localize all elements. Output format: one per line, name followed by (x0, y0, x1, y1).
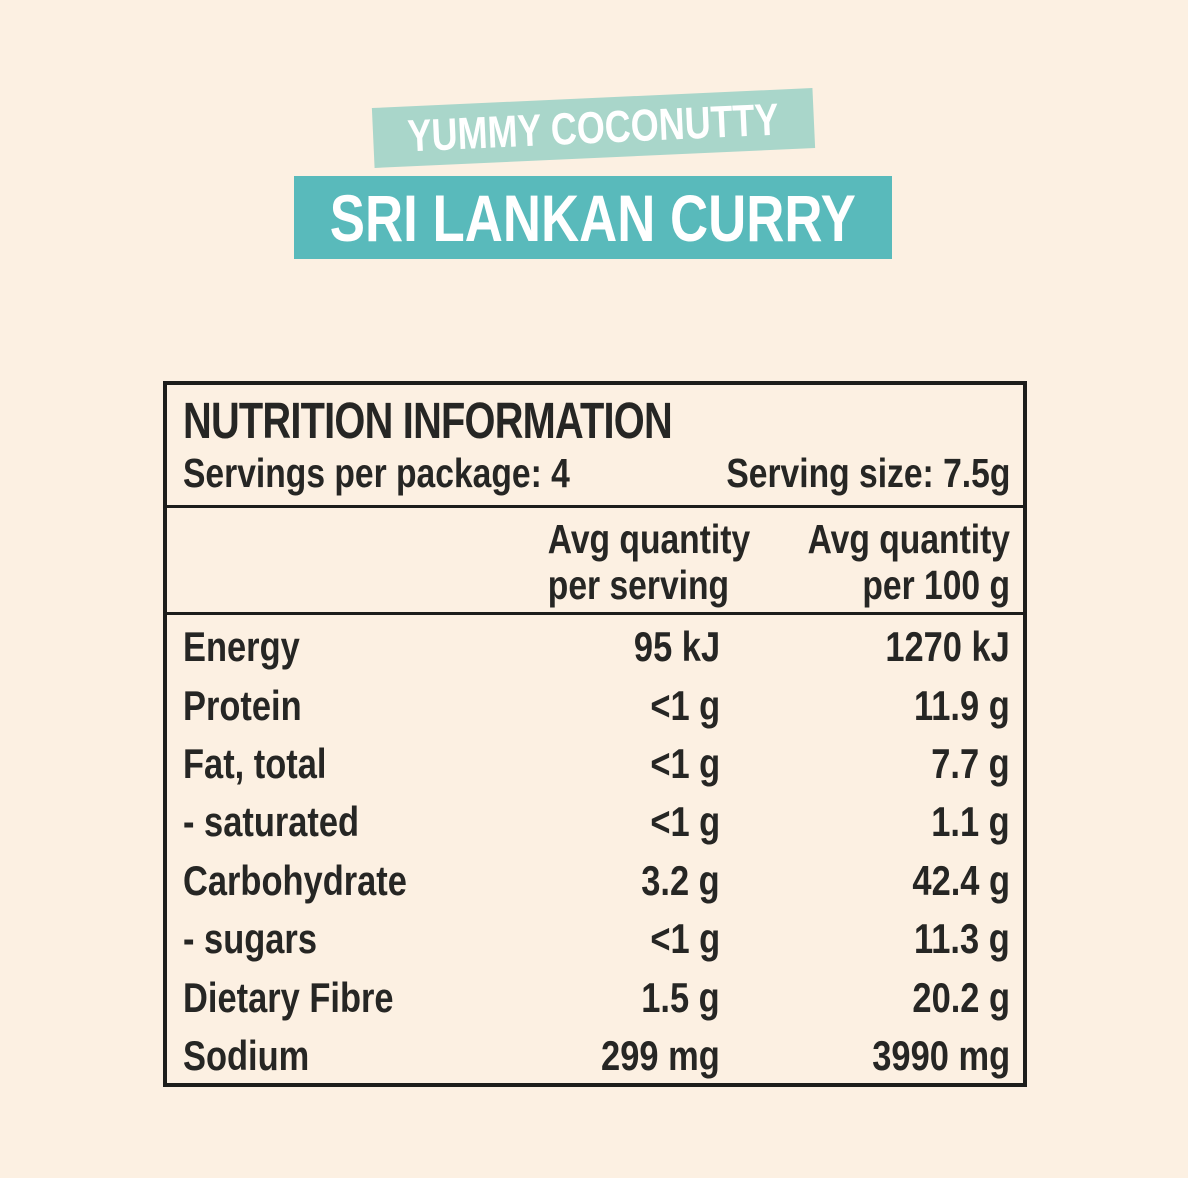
nutrient-label: Sodium (183, 1031, 310, 1079)
per-100g-value: 20.2 g (912, 973, 1010, 1021)
banner-yummy-coconutty: YUMMY COCONUTTY (371, 88, 816, 168)
col-header-per-100g: Avg quantity per 100 g (772, 516, 1010, 612)
per-serving-value: 299 mg (601, 1031, 720, 1079)
col-per-serving-line1: Avg quantity (547, 516, 751, 562)
table-row-protein: Protein <1 g 11.9 g (183, 676, 1010, 734)
table-row-dietary-fibre: Dietary Fibre 1.5 g 20.2 g (183, 968, 1010, 1026)
per-serving-value: <1 g (650, 915, 720, 963)
per-serving-value: <1 g (650, 798, 720, 846)
table-header-section: NUTRITION INFORMATION Servings per packa… (167, 385, 1023, 505)
table-row-fat-total: Fat, total <1 g 7.7 g (183, 735, 1010, 793)
table-row-saturated: - saturated <1 g 1.1 g (183, 793, 1010, 851)
divider-after-servings (167, 505, 1023, 508)
per-100g-value: 11.3 g (914, 915, 1010, 963)
banner-main-label: SRI LANKAN CURRY (329, 180, 857, 255)
nutrition-information-title: NUTRITION INFORMATION (183, 392, 673, 449)
per-serving-value: <1 g (650, 681, 720, 729)
col-per-100g-line2: per 100 g (862, 562, 1010, 608)
nutrient-label: Protein (183, 681, 302, 729)
nutrient-rows: Energy 95 kJ 1270 kJ Protein <1 g 11.9 g… (167, 615, 1023, 1085)
table-title-row: NUTRITION INFORMATION (183, 393, 1010, 449)
table-row-carbohydrate: Carbohydrate 3.2 g 42.4 g (183, 852, 1010, 910)
nutrient-label: Dietary Fibre (183, 973, 394, 1021)
per-100g-value: 7.7 g (931, 739, 1010, 787)
divider-after-column-headers (167, 612, 1023, 615)
banner-top-label: YUMMY COCONUTTY (406, 93, 781, 162)
nutrient-label: - saturated (183, 798, 360, 846)
nutrient-label: Energy (183, 623, 300, 671)
per-100g-value: 11.9 g (914, 681, 1010, 729)
per-serving-value: 1.5 g (641, 973, 720, 1021)
nutrient-label: - sugars (183, 915, 317, 963)
servings-per-package-text: Servings per package: 4 (183, 450, 570, 496)
per-serving-value: <1 g (650, 739, 720, 787)
per-100g-value: 42.4 g (912, 856, 1010, 904)
nutrient-label: Carbohydrate (183, 856, 407, 904)
table-row-sodium: Sodium 299 mg 3990 mg (183, 1027, 1010, 1085)
serving-size-text: Serving size: 7.5g (725, 450, 1010, 496)
table-row-energy: Energy 95 kJ 1270 kJ (183, 618, 1010, 676)
per-serving-value: 95 kJ (633, 623, 720, 671)
servings-row: Servings per package: 4 Serving size: 7.… (183, 449, 1010, 497)
table-row-sugars: - sugars <1 g 11.3 g (183, 910, 1010, 968)
per-100g-value: 1270 kJ (885, 623, 1010, 671)
per-serving-value: 3.2 g (641, 856, 720, 904)
col-header-per-serving: Avg quantity per serving (547, 516, 751, 612)
col-per-100g-line1: Avg quantity (807, 516, 1010, 562)
column-header-row: Avg quantity per serving Avg quantity pe… (167, 508, 1023, 612)
nutrition-information-table: NUTRITION INFORMATION Servings per packa… (163, 381, 1027, 1087)
per-100g-value: 3990 mg (872, 1031, 1010, 1079)
banner-sri-lankan-curry: SRI LANKAN CURRY (294, 176, 892, 259)
nutrient-label: Fat, total (183, 739, 327, 787)
col-per-serving-line2: per serving (547, 562, 730, 608)
per-100g-value: 1.1 g (931, 798, 1010, 846)
column-header-spacer (183, 516, 510, 612)
